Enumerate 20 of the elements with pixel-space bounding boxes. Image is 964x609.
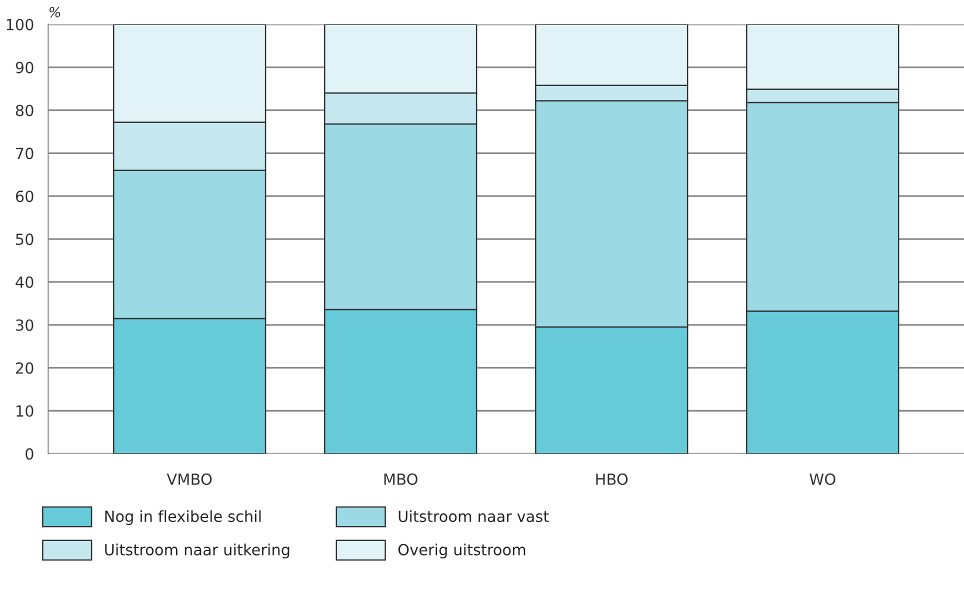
legend-label: Overig uitstroom <box>398 544 526 558</box>
y-tick-label: 90 <box>16 62 34 74</box>
y-tick-label: 0 <box>26 448 34 460</box>
x-tick-label: MBO <box>384 473 418 485</box>
y-tick-label: 40 <box>16 276 34 288</box>
y-tick-label: 20 <box>16 362 34 374</box>
y-axis-title: % <box>49 6 60 18</box>
y-tick-label: 60 <box>16 190 34 202</box>
y-tick-label: 30 <box>16 319 34 331</box>
y-tick-label: 10 <box>16 405 34 417</box>
y-tick-label: 70 <box>16 148 34 160</box>
y-tick-label: 80 <box>16 104 34 116</box>
y-tick-label: 50 <box>16 234 34 246</box>
legend-label: Uitstroom naar vast <box>398 510 549 522</box>
x-tick-label: VMBO <box>166 473 212 485</box>
legend-label: Nog in flexibele schil <box>105 510 261 526</box>
x-tick-label: HBO <box>596 473 628 485</box>
y-tick-label: 100 <box>6 18 34 30</box>
legend-label: Uitstroom naar uitkering <box>105 544 290 558</box>
x-tick-label: WO <box>810 473 836 485</box>
